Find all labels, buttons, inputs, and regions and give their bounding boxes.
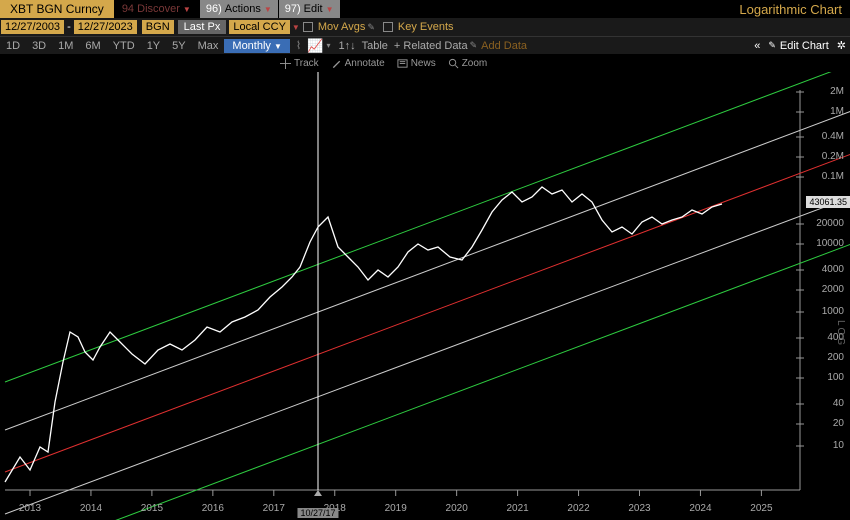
timeframe-row: 1D3D1M6MYTD1Y5YMax Monthly ▼ ⌇ 📈 ▾ 1↑↓ T… (0, 36, 850, 54)
source-label: BGN (142, 20, 174, 34)
chart-type-icon[interactable]: ⌇ (296, 39, 301, 52)
price-type-select[interactable]: Last Px (178, 20, 227, 34)
current-price-tag: 43061.35 (806, 196, 850, 208)
timeframe-active[interactable]: Monthly ▼ (224, 39, 290, 53)
zoom-tool[interactable]: Zoom (448, 58, 488, 69)
add-data-button[interactable]: Add Data (481, 40, 527, 52)
tools-row: Track Annotate News Zoom (0, 54, 850, 72)
price-chart (0, 72, 850, 520)
track-tool[interactable]: Track (280, 58, 319, 69)
top-bar: XBT BGN Curncy 94 Discover▼ 96)Actions▼ … (0, 0, 850, 18)
edit-menu[interactable]: 97)Edit▼ (279, 0, 340, 18)
actions-menu[interactable]: 96)Actions▼ (200, 0, 278, 18)
edit-chart-button[interactable]: Edit Chart (776, 40, 833, 52)
timeframe-YTD[interactable]: YTD (107, 39, 141, 53)
chevron-down-icon: ▼ (326, 5, 334, 14)
gear-icon[interactable]: ✲ (833, 39, 850, 52)
chart-title: Logarithmic Chart (739, 2, 850, 17)
mov-avgs-link[interactable]: Mov Avgs (318, 21, 366, 33)
key-events-link[interactable]: Key Events (398, 21, 454, 33)
chevron-down-icon: ▼ (264, 5, 272, 14)
compare-icon[interactable]: 1↑↓ (339, 40, 356, 52)
chevron-down-icon: ▼ (183, 5, 191, 14)
timeframe-6M[interactable]: 6M (79, 39, 106, 53)
pencil-icon[interactable]: ✎ (367, 22, 375, 33)
date-from-input[interactable]: 12/27/2003 (1, 20, 64, 34)
timeframe-3D[interactable]: 3D (26, 39, 52, 53)
news-tool[interactable]: News (397, 58, 436, 69)
chevron-down-icon: ▼ (292, 23, 300, 32)
timeframe-1M[interactable]: 1M (52, 39, 79, 53)
timeframe-1D[interactable]: 1D (0, 39, 26, 53)
related-data-button[interactable]: + Related Data (394, 40, 468, 52)
timeframe-Max[interactable]: Max (192, 39, 225, 53)
line-chart-icon[interactable]: 📈 (307, 38, 323, 54)
key-events-checkbox[interactable] (383, 22, 393, 32)
timeframe-5Y[interactable]: 5Y (166, 39, 191, 53)
timeframe-1Y[interactable]: 1Y (141, 39, 166, 53)
filter-row: 12/27/2003 - 12/27/2023 BGN Last Px Loca… (0, 18, 850, 36)
currency-select[interactable]: Local CCY (229, 20, 290, 34)
date-to-input[interactable]: 12/27/2023 (74, 20, 137, 34)
log-scale-label: LOG (835, 320, 846, 347)
chart-area[interactable]: 2M1M0.4M0.2M0.1M200001000040002000100040… (0, 72, 850, 520)
x-axis: 2013201420152016201720182019202020212022… (0, 503, 850, 518)
collapse-icon[interactable]: « (748, 40, 766, 52)
mov-avgs-checkbox[interactable] (303, 22, 313, 32)
pencil-icon[interactable]: ✎ (470, 40, 478, 51)
pencil-icon[interactable]: ✎ (768, 40, 776, 51)
ticker-symbol: XBT BGN Curncy (0, 0, 114, 18)
annotate-tool[interactable]: Annotate (331, 58, 385, 69)
discover-menu[interactable]: 94 Discover▼ (114, 3, 199, 15)
chevron-down-icon: ▾ (326, 41, 330, 50)
table-button[interactable]: Table (362, 40, 388, 52)
